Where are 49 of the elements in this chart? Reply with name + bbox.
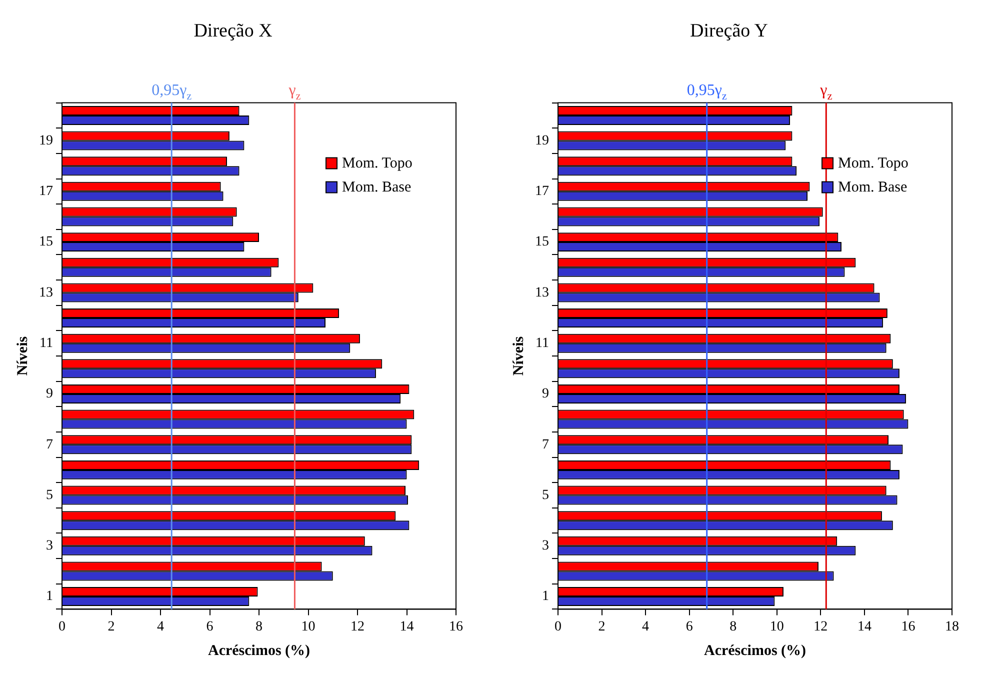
y-tick-label: 9 bbox=[46, 386, 53, 402]
x-tick-label: 12 bbox=[814, 619, 828, 634]
x-tick-label: 6 bbox=[206, 619, 214, 634]
y-tick-label: 11 bbox=[40, 336, 53, 352]
y-tick-label: 5 bbox=[46, 488, 53, 503]
y-axis-title: Níveis bbox=[14, 336, 31, 376]
chart-title: Direção X bbox=[194, 20, 273, 42]
x-tick-label: 0 bbox=[58, 619, 66, 634]
legend-label: Mom. Base bbox=[838, 180, 908, 196]
x-axis-title: Acréscimos (%) bbox=[704, 642, 806, 659]
x-tick-label: 16 bbox=[449, 619, 463, 634]
y-tick-label: 19 bbox=[535, 133, 549, 148]
x-tick-label: 4 bbox=[642, 619, 650, 634]
x-tick-label: 16 bbox=[901, 619, 916, 634]
x-tick-label: 4 bbox=[157, 619, 164, 634]
x-tick-label: 0 bbox=[554, 619, 562, 634]
x-tick-label: 2 bbox=[108, 619, 115, 634]
y-tick-label: 19 bbox=[39, 133, 53, 148]
y-tick-label: 13 bbox=[39, 285, 53, 300]
x-tick-label: 2 bbox=[598, 619, 606, 634]
x-tick-label: 6 bbox=[686, 619, 693, 634]
x-tick-label: 14 bbox=[857, 619, 872, 634]
x-tick-label: 10 bbox=[301, 619, 316, 634]
chart-title: Direção Y bbox=[690, 20, 768, 42]
x-axis-title: Acréscimos (%) bbox=[208, 642, 310, 659]
y-tick-label: 3 bbox=[542, 538, 549, 554]
y-tick-label: 15 bbox=[39, 234, 53, 250]
x-tick-label: 18 bbox=[945, 619, 959, 634]
x-tick-label: 8 bbox=[256, 619, 262, 634]
y-tick-label: 13 bbox=[535, 285, 549, 300]
legend-label: Mom. Topo bbox=[838, 156, 908, 172]
y-tick-label: 17 bbox=[39, 184, 53, 200]
y-tick-label: 1 bbox=[46, 589, 53, 604]
legend-label: Mom. Base bbox=[342, 180, 412, 196]
y-tick-label: 9 bbox=[542, 386, 549, 402]
x-tick-label: 12 bbox=[350, 619, 364, 634]
x-tick-label: 14 bbox=[400, 619, 414, 634]
y-tick-label: 1 bbox=[542, 589, 549, 604]
y-tick-label: 15 bbox=[535, 234, 549, 250]
x-tick-label: 8 bbox=[730, 619, 737, 634]
legend-label: Mom. Topo bbox=[342, 156, 412, 172]
y-tick-label: 7 bbox=[542, 437, 549, 452]
y-tick-label: 5 bbox=[542, 488, 549, 503]
y-tick-label: 7 bbox=[46, 437, 53, 452]
y-axis-title: Níveis bbox=[510, 336, 527, 376]
y-tick-label: 11 bbox=[536, 336, 549, 352]
y-tick-label: 17 bbox=[535, 184, 549, 200]
x-tick-label: 10 bbox=[770, 619, 784, 634]
y-tick-label: 3 bbox=[46, 538, 53, 554]
